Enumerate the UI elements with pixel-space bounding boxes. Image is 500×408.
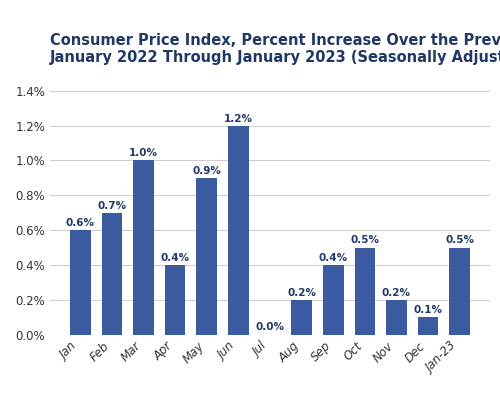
Text: 0.2%: 0.2% [382, 288, 411, 298]
Text: 0.9%: 0.9% [192, 166, 221, 176]
Text: 0.6%: 0.6% [66, 218, 95, 228]
Bar [102, 213, 122, 335]
Text: 0.2%: 0.2% [287, 288, 316, 298]
Bar [354, 248, 375, 335]
Text: 0.4%: 0.4% [160, 253, 190, 263]
Bar [133, 160, 154, 335]
Text: Consumer Price Index, Percent Increase Over the Previous Month,
January 2022 Thr: Consumer Price Index, Percent Increase O… [50, 33, 500, 65]
Bar [228, 126, 248, 335]
Text: 1.2%: 1.2% [224, 113, 253, 124]
Text: 0.0%: 0.0% [256, 322, 284, 333]
Bar [450, 248, 470, 335]
Text: 0.5%: 0.5% [350, 235, 380, 246]
Bar [292, 300, 312, 335]
Text: 0.5%: 0.5% [445, 235, 474, 246]
Bar [418, 317, 438, 335]
Bar [70, 230, 90, 335]
Bar [165, 265, 186, 335]
Bar [323, 265, 344, 335]
Text: 0.1%: 0.1% [414, 305, 442, 315]
Text: 0.4%: 0.4% [318, 253, 348, 263]
Text: 1.0%: 1.0% [129, 149, 158, 158]
Bar [386, 300, 407, 335]
Bar [196, 178, 217, 335]
Text: 0.7%: 0.7% [98, 201, 126, 211]
